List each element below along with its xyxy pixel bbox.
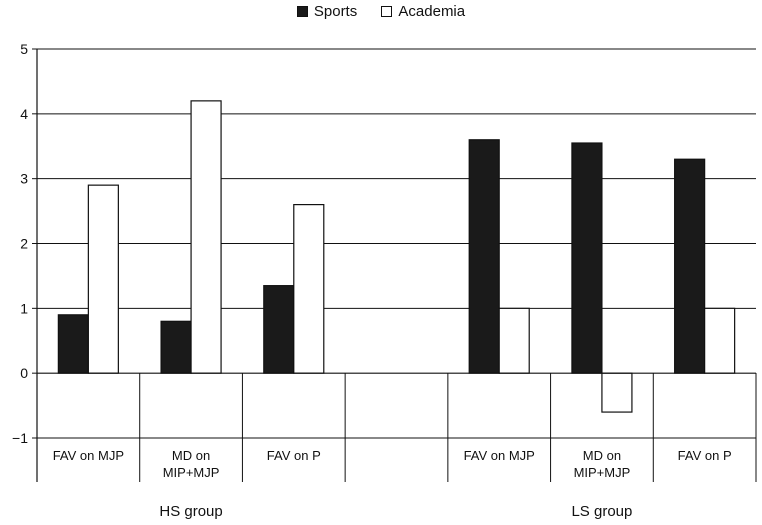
bar-sports-6	[674, 158, 706, 374]
legend: Sports Academia	[0, 3, 762, 20]
bar-academia-6	[704, 307, 736, 374]
bar-sports-2	[263, 285, 295, 374]
category-label-5: MD on	[583, 448, 621, 463]
legend-item-academia: Academia	[381, 3, 465, 20]
group-label-1: LS group	[571, 503, 632, 520]
legend-item-sports: Sports	[296, 3, 358, 20]
bar-sports-4	[468, 139, 500, 374]
legend-swatch-academia	[381, 6, 393, 17]
legend-label-academia: Academia	[398, 3, 466, 20]
bar-academia-4	[498, 307, 530, 374]
category-label-6: FAV on P	[678, 448, 732, 463]
y-tick-label-6: −1	[12, 430, 28, 446]
category-label-line2-1: MIP+MJP	[163, 465, 220, 480]
bar-academia-2	[293, 204, 325, 374]
y-tick-label-3: 2	[20, 236, 28, 252]
legend-swatch-sports	[296, 6, 308, 17]
bar-academia-5	[601, 372, 633, 413]
y-tick-label-5: 0	[20, 365, 28, 381]
axes	[32, 48, 757, 482]
bar-academia-0	[87, 184, 119, 374]
y-tick-label-1: 4	[20, 106, 28, 122]
bars	[57, 100, 736, 413]
bar-sports-0	[57, 314, 89, 374]
bar-academia-1	[190, 100, 222, 374]
category-label-line2-5: MIP+MJP	[574, 465, 631, 480]
bar-sports-1	[160, 320, 192, 374]
category-label-4: FAV on MJP	[464, 448, 535, 463]
labels: 5 4 3 2 1 0 −1 FAV on MJP MD on MIP+MJP FAV on P FA…	[12, 41, 732, 520]
y-tick-label-2: 3	[20, 171, 28, 187]
category-label-0: FAV on MJP	[53, 448, 124, 463]
y-tick-label-0: 5	[20, 41, 28, 57]
y-tick-label-4: 1	[20, 300, 28, 316]
bar-sports-5	[571, 142, 603, 374]
group-label-0: HS group	[159, 503, 222, 520]
gridlines	[37, 48, 756, 439]
category-label-1: MD on	[172, 448, 210, 463]
legend-label-sports: Sports	[313, 3, 358, 20]
category-label-2: FAV on P	[267, 448, 321, 463]
